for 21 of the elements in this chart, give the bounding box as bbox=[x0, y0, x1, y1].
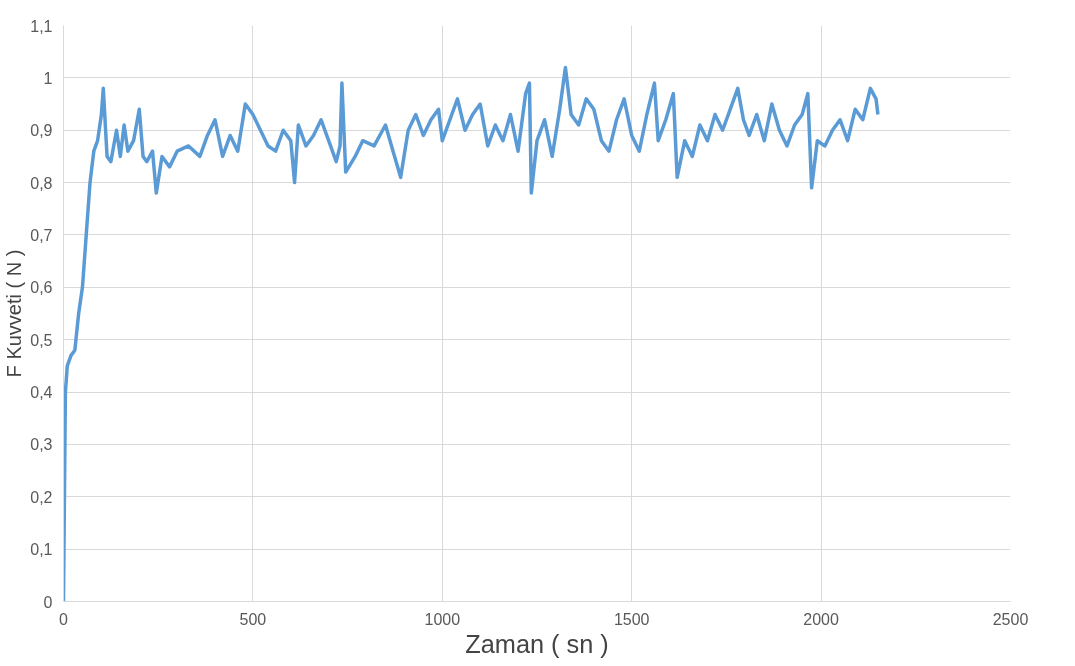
x-tick-label: 1500 bbox=[613, 610, 650, 628]
x-tick-label: 2500 bbox=[992, 610, 1029, 628]
y-tick-label: 0,2 bbox=[30, 488, 53, 506]
x-tick-label: 2000 bbox=[803, 610, 839, 628]
x-axis-title: Zaman ( sn ) bbox=[465, 629, 609, 658]
y-tick-label: 0,4 bbox=[30, 384, 53, 402]
y-tick-label: 0,7 bbox=[30, 226, 53, 244]
x-tick-label: 1000 bbox=[424, 610, 461, 628]
y-axis-title: F Kuvveti ( N ) bbox=[3, 249, 26, 378]
y-tick-label: 1,1 bbox=[30, 17, 53, 35]
y-tick-label: 1 bbox=[43, 69, 53, 87]
y-tick-label: 0,1 bbox=[30, 541, 53, 559]
x-tick-label: 0 bbox=[59, 610, 69, 628]
line-series bbox=[63, 65, 880, 602]
y-tick-label: 0,8 bbox=[30, 174, 53, 192]
y-tick-label: 0,6 bbox=[30, 279, 53, 297]
y-tick-label: 0,5 bbox=[30, 331, 53, 349]
y-tick-label: 0 bbox=[43, 593, 53, 611]
y-tick-label: 0,3 bbox=[30, 436, 53, 454]
x-tick-label: 500 bbox=[239, 610, 267, 628]
y-tick-label: 0,9 bbox=[30, 122, 53, 140]
